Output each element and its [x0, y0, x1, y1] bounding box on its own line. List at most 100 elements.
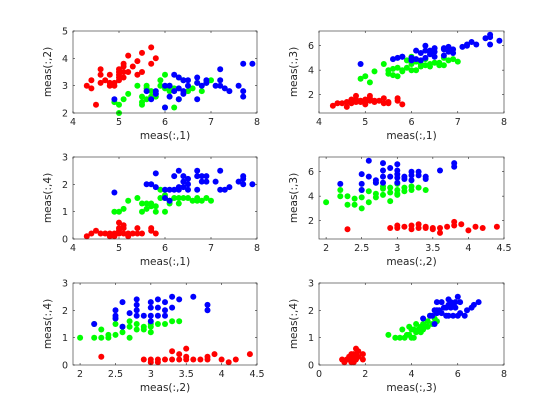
series-3: [337, 157, 458, 193]
data-point: [106, 230, 113, 237]
data-point: [394, 179, 401, 186]
data-point: [134, 58, 141, 65]
data-point: [376, 97, 383, 104]
data-point: [211, 351, 218, 358]
data-point: [440, 52, 447, 59]
data-point: [88, 85, 95, 92]
x-tick-label: 7: [208, 117, 214, 128]
data-point: [424, 318, 431, 325]
data-point: [125, 233, 132, 240]
data-point: [204, 307, 211, 314]
data-point: [133, 326, 140, 333]
data-point: [431, 48, 438, 55]
y-axis-label: meas(:,3): [288, 47, 300, 97]
series-3: [111, 167, 256, 204]
data-point: [93, 227, 99, 234]
data-point: [176, 351, 183, 358]
data-point: [371, 68, 378, 75]
data-point: [125, 52, 132, 59]
x-tick-label: 4.5: [496, 243, 511, 254]
data-point: [106, 71, 113, 78]
data-point: [450, 46, 457, 53]
data-point: [162, 186, 168, 193]
x-tick-label: 3.5: [425, 243, 440, 254]
data-point: [125, 69, 132, 75]
data-point: [385, 331, 392, 338]
series-1: [329, 92, 406, 110]
data-point: [343, 99, 350, 105]
data-point: [385, 100, 392, 107]
data-point: [408, 168, 415, 175]
x-tick-label: 8: [501, 369, 507, 380]
y-tick-label: 2: [62, 306, 68, 317]
data-point: [134, 71, 141, 78]
x-tick-label: 4: [70, 117, 76, 128]
data-point: [139, 99, 145, 106]
data-point: [143, 96, 150, 103]
data-point: [111, 189, 118, 196]
data-point: [152, 184, 159, 191]
y-tick-label: 6: [308, 167, 314, 178]
data-point: [175, 85, 182, 92]
data-point: [420, 315, 427, 322]
data-point: [358, 205, 365, 212]
data-point: [387, 173, 394, 180]
data-point: [390, 72, 396, 79]
axes-box: [72, 282, 258, 366]
x-tick-label: 2.5: [108, 369, 123, 380]
data-point: [431, 53, 438, 60]
data-point: [357, 75, 364, 82]
data-point: [126, 318, 133, 325]
data-point: [401, 184, 408, 191]
data-point: [120, 96, 127, 103]
data-point: [185, 77, 191, 84]
data-point: [120, 60, 127, 67]
y-tick-label: 3: [308, 279, 314, 290]
data-point: [198, 197, 205, 204]
data-point: [212, 82, 219, 89]
data-point: [339, 100, 346, 107]
data-point: [403, 64, 410, 71]
data-point: [410, 334, 417, 341]
data-point: [129, 230, 136, 237]
data-point: [91, 334, 98, 341]
data-point: [162, 104, 168, 111]
data-point: [148, 181, 155, 188]
y-tick-label: 0: [62, 235, 68, 246]
data-point: [134, 82, 141, 89]
data-point: [246, 351, 253, 358]
y-axis-label: meas(:,4): [288, 299, 300, 349]
data-point: [147, 356, 154, 363]
data-point: [387, 189, 394, 196]
data-point: [429, 312, 436, 319]
data-point: [175, 167, 182, 174]
data-point: [457, 310, 464, 317]
data-point: [162, 321, 168, 327]
data-point: [203, 195, 210, 201]
data-point: [139, 200, 145, 207]
data-point: [194, 186, 201, 193]
data-point: [394, 95, 401, 102]
data-point: [106, 79, 113, 86]
x-tick-label: 6: [408, 117, 414, 128]
data-point: [380, 173, 386, 180]
axes-box: [318, 156, 505, 240]
data-point: [180, 173, 187, 180]
data-point: [157, 82, 164, 89]
data-point: [221, 85, 228, 92]
data-point: [337, 180, 344, 187]
data-point: [408, 222, 415, 229]
y-tick-label: 2: [62, 180, 68, 191]
series-1: [339, 345, 366, 366]
data-point: [249, 60, 256, 67]
data-point: [152, 230, 159, 237]
y-tick-label: 1: [308, 333, 314, 344]
series-2: [323, 179, 429, 212]
data-point: [417, 50, 424, 56]
data-point: [198, 82, 205, 89]
data-point: [385, 70, 392, 77]
x-tick-label: 4: [465, 243, 471, 254]
data-point: [77, 334, 84, 341]
data-point: [175, 96, 182, 103]
data-point: [171, 173, 178, 180]
